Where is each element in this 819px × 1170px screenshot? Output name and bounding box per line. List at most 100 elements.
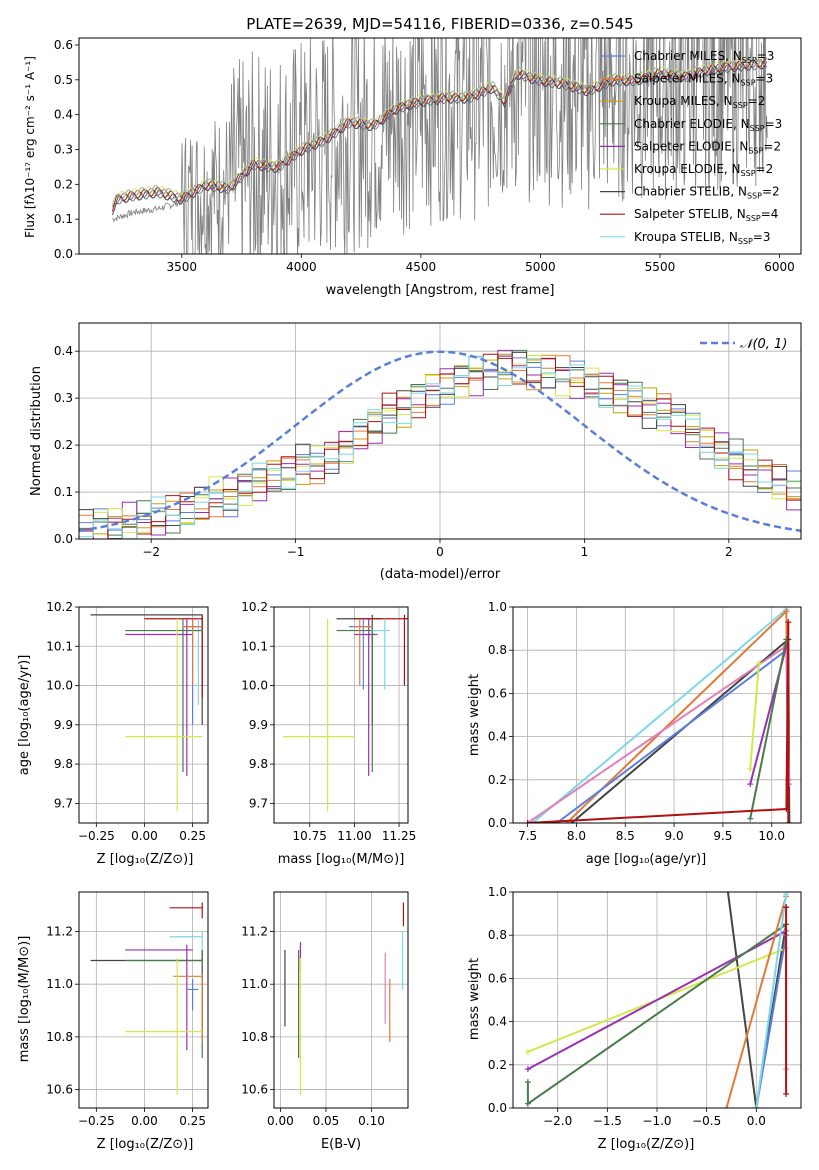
- y-tick-label: 9.8: [249, 757, 268, 771]
- weight-vs-age-plot: 7.5 8.0 8.5 9.0 9.5 10.0 0.0 0.2 0.4 0.6 0.8 1.0: [488, 600, 802, 843]
- legend-subscript: SSP: [741, 79, 756, 88]
- x-tick-label: 0.00: [131, 1114, 158, 1128]
- legend-count: =3: [753, 230, 771, 244]
- legend-entry: Salpeter STELIB, NSSP=4: [634, 207, 778, 223]
- legend-subscript: SSP: [741, 169, 756, 178]
- legend-count: =2: [762, 185, 780, 199]
- legend-count: =3: [757, 49, 775, 63]
- y-tick-label: 10.6: [46, 1083, 73, 1097]
- axes-frame: [78, 891, 209, 1109]
- age-vs-metallicity-plot: −0.25 0.00 0.25 9.7 9.8 9.9 10.0 10.1 10.2: [46, 600, 209, 843]
- residuals-xlabel: (data-model)/error: [380, 567, 501, 582]
- plot-area: [524, 607, 793, 823]
- plot-area: [284, 902, 405, 1095]
- y-tick-label: 0.4: [54, 108, 73, 122]
- plot-area: [112, 38, 768, 254]
- y-tick-label: 0.6: [488, 971, 507, 985]
- age-vs-mass-plot: 10.75 11.00 11.25 9.7 9.8 9.9 10.0 10.1 10.2: [241, 600, 416, 843]
- model-spectrum-kroupa-stelib: [112, 56, 767, 206]
- y-tick-label: 10.0: [241, 679, 268, 693]
- model-spectrum-salpeter-stelib: [112, 57, 767, 212]
- y-tick-label: 0.1: [54, 485, 73, 499]
- x-tick-label: 3500: [167, 260, 198, 274]
- y-tick-label: 9.7: [54, 796, 73, 810]
- weight-line: [527, 622, 790, 823]
- y-tick-label: 0.0: [54, 532, 73, 546]
- x-tick-label: −2.0: [543, 1114, 572, 1128]
- y-tick-label: 0.3: [54, 142, 73, 156]
- x-tick-label: −1.0: [642, 1114, 671, 1128]
- residuals-ylabel: Normed distribution: [29, 366, 44, 496]
- x-tick-label: 1: [581, 545, 589, 559]
- axes-frame: [78, 606, 209, 824]
- plot-area: [90, 902, 203, 1095]
- normal-curve: [79, 350, 801, 533]
- y-tick-label: 0.8: [488, 643, 507, 657]
- legend-entry: Kroupa MILES, NSSP=2: [634, 94, 765, 110]
- y-tick-label: 0.2: [488, 1058, 507, 1072]
- x-tick-label: 8.5: [616, 829, 635, 843]
- legend-entry: Kroupa STELIB, NSSP=3: [634, 230, 771, 246]
- weight-line: [749, 663, 760, 770]
- weight-line: [531, 607, 791, 823]
- y-tick-label: 9.7: [249, 796, 268, 810]
- y-tick-label: 10.6: [241, 1083, 268, 1097]
- y-tick-label: 0.0: [488, 1101, 507, 1115]
- x-tick-label: 4500: [406, 260, 437, 274]
- y-tick-label: 0.2: [54, 177, 73, 191]
- x-tick-label: 0.00: [131, 829, 158, 843]
- y-tick-label: 0.4: [488, 730, 507, 744]
- y-tick-label: 0.4: [488, 1015, 507, 1029]
- plot-area: [524, 892, 790, 1108]
- legend-entry: Salpeter ELODIE, NSSP=2: [634, 139, 781, 155]
- model-spectrum-chabrier-stelib: [112, 60, 767, 216]
- y-tick-label: 1.0: [488, 600, 507, 614]
- x-tick-label: 0.25: [179, 1114, 206, 1128]
- wZ-xlabel: Z [log₁₀(Z/Z⊙)]: [598, 1137, 695, 1152]
- x-tick-label: 0.05: [313, 1114, 340, 1128]
- legend-count: =2: [763, 139, 781, 153]
- ageM-xlabel: mass [log₁₀(M/M⊙)]: [278, 852, 405, 867]
- legend-entry: Chabrier MILES, NSSP=3: [634, 49, 774, 65]
- y-tick-label: 10.8: [241, 1030, 268, 1044]
- x-tick-label: 0: [436, 545, 444, 559]
- weight-line: [725, 896, 788, 1108]
- x-tick-label: 0.10: [358, 1114, 385, 1128]
- axes-frame: [512, 891, 802, 1109]
- legend-subscript: SSP: [742, 56, 757, 65]
- y-tick-label: 11.0: [46, 977, 73, 991]
- x-tick-label: 7.5: [518, 829, 537, 843]
- y-tick-label: 0.0: [488, 816, 507, 830]
- y-tick-label: 10.0: [46, 679, 73, 693]
- y-tick-label: 9.9: [54, 718, 73, 732]
- weight-vs-metallicity-plot: −2.0 −1.5 −1.0 −0.5 0.0 0.0 0.2 0.4 0.6 0.8 1.0: [488, 885, 802, 1128]
- plot-area: [282, 614, 408, 812]
- x-tick-label: 9.5: [713, 829, 732, 843]
- ageZ-xlabel: Z [log₁₀(Z/Z⊙)]: [97, 852, 194, 867]
- x-tick-label: 8.0: [567, 829, 586, 843]
- y-tick-label: 11.2: [46, 925, 73, 939]
- weight-line: [749, 639, 788, 819]
- x-tick-label: 10.0: [758, 829, 785, 843]
- x-tick-label: 2: [725, 545, 733, 559]
- x-tick-label: −0.25: [78, 829, 115, 843]
- legend-entry: Chabrier STELIB, NSSP=2: [634, 185, 780, 201]
- y-tick-label: 0.6: [54, 38, 73, 52]
- legend-count: =3: [765, 117, 783, 131]
- legend-entry: Chabrier ELODIE, NSSP=3: [634, 117, 782, 133]
- x-tick-label: 5500: [645, 260, 676, 274]
- spectrum-ylabel: Flux [fλ10⁻¹⁷ erg cm⁻² s⁻¹ A⁻¹]: [23, 56, 37, 238]
- y-tick-label: 10.8: [46, 1030, 73, 1044]
- axes-frame: [78, 322, 802, 540]
- wAge-ylabel: mass weight: [467, 674, 482, 756]
- x-tick-label: 11.25: [382, 829, 416, 843]
- y-tick-label: 10.1: [46, 639, 73, 653]
- histogram-kroupa-stelib: [79, 355, 801, 539]
- x-tick-label: 0.0: [747, 1114, 766, 1128]
- observed-spectrum: [112, 38, 768, 254]
- y-tick-label: 10.2: [241, 600, 268, 614]
- y-tick-label: 10.1: [241, 639, 268, 653]
- axes-frame: [78, 37, 802, 255]
- axes-frame: [273, 891, 409, 1109]
